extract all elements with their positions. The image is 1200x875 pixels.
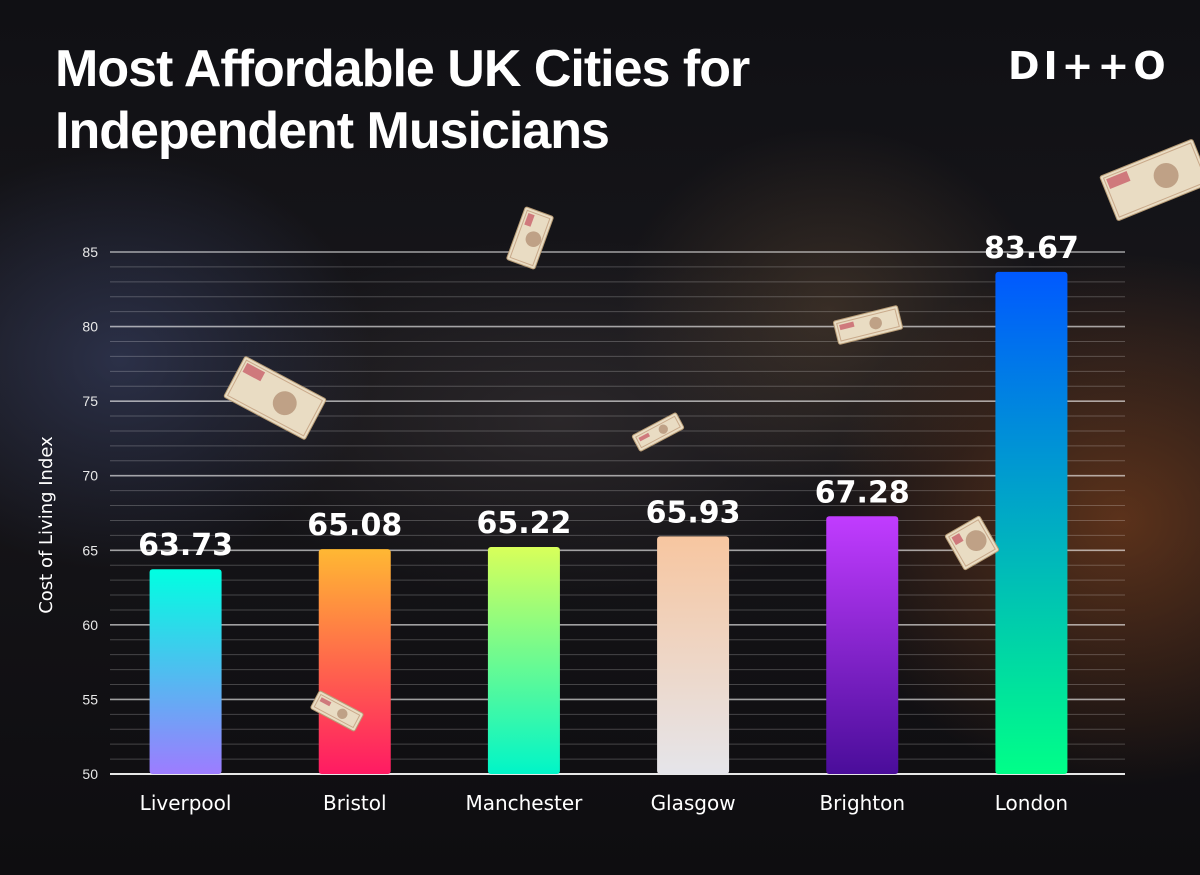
y-tick-label: 65 (82, 542, 98, 558)
bar-london (995, 271, 1068, 774)
ditto-logo: DI++O (1008, 44, 1170, 88)
y-tick-label: 60 (82, 617, 98, 633)
y-tick-label: 80 (82, 319, 98, 335)
value-label: 63.73 (138, 528, 233, 563)
bar-brighton (826, 516, 899, 774)
banknote-icon (506, 206, 554, 270)
banknote-icon (833, 305, 903, 345)
y-tick-label: 55 (82, 691, 98, 707)
y-axis-label: Cost of Living Index (36, 436, 57, 614)
page-title: Most Affordable UK Cities for Independen… (55, 40, 750, 160)
value-label: 65.93 (646, 495, 741, 530)
banknote-icon (310, 690, 364, 732)
category-label: Glasgow (651, 791, 736, 815)
bar-manchester (487, 547, 560, 774)
minor-gridlines (110, 266, 1125, 760)
category-label: Bristol (323, 791, 387, 815)
value-label: 67.28 (815, 475, 910, 510)
category-labels: Liverpool Bristol Manchester Glasgow Brighto… (140, 791, 1068, 815)
bar-liverpool (149, 569, 222, 774)
banknote-icon (631, 412, 685, 452)
y-tick-label: 85 (82, 244, 98, 260)
y-axis-ticks: 50 55 60 65 70 75 80 85 (82, 244, 98, 782)
value-label: 83.67 (984, 231, 1079, 266)
bars (149, 271, 1068, 774)
bar-glasgow (657, 536, 730, 774)
y-tick-label: 75 (82, 393, 98, 409)
value-labels: 63.73 65.08 65.22 65.93 67.28 83.67 (138, 231, 1079, 563)
y-tick-label: 70 (82, 468, 98, 484)
category-label: Manchester (465, 791, 583, 815)
banknote-icon (1099, 139, 1200, 221)
value-label: 65.08 (307, 508, 402, 543)
y-tick-label: 50 (82, 766, 98, 782)
major-gridlines (110, 251, 1125, 775)
banknote-icon (944, 515, 1000, 571)
value-label: 65.22 (476, 506, 571, 541)
category-label: London (995, 791, 1068, 815)
bar-bristol (318, 549, 391, 774)
category-label: Liverpool (140, 791, 232, 815)
banknote-decorations (223, 139, 1200, 732)
category-label: Brighton (819, 791, 905, 815)
banknote-icon (223, 356, 327, 440)
